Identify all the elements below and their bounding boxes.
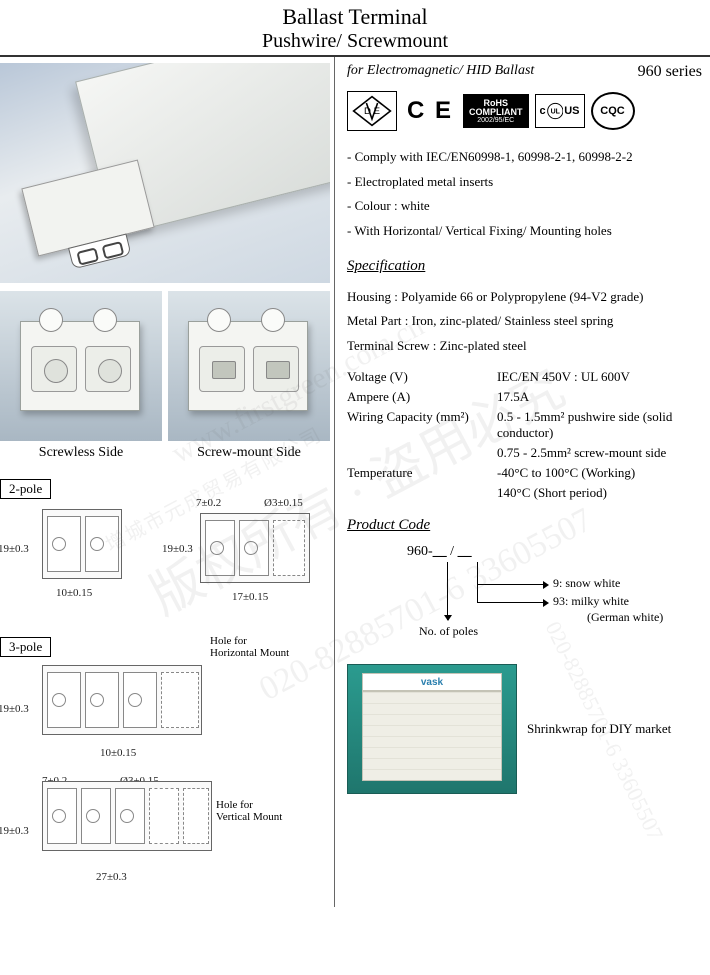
- code-color2: 93: milky white: [553, 594, 629, 609]
- voltage-label: Voltage (V): [347, 369, 497, 385]
- wiring-value: 0.5 - 1.5mm² pushwire side (solid conduc…: [497, 409, 702, 441]
- cert-cqc: CQC: [591, 92, 635, 130]
- diy-caption: Shrinkwrap for DIY market: [527, 721, 671, 737]
- label-2pole: 2-pole: [0, 479, 51, 499]
- code-color1: 9: snow white: [553, 576, 620, 591]
- label-3pole: 3-pole: [0, 637, 51, 657]
- spec-housing: Housing : Polyamide 66 or Polypropylene …: [347, 285, 702, 310]
- cert-vde: D E: [347, 91, 397, 131]
- certification-row: D E C E RoHS COMPLIANT 2002/95/EC c: [347, 91, 702, 131]
- left-column: Screwless Side Screw-mount Side 2-pole 1…: [0, 57, 335, 907]
- spec-title: Specification: [347, 258, 702, 275]
- temp-value: -40°C to 100°C (Working): [497, 465, 702, 481]
- dim-w17: 17±0.15: [232, 591, 268, 603]
- spec-table: Voltage (V) IEC/EN 450V : UL 600V Ampere…: [347, 369, 702, 501]
- dim-d3: Ø3±0.15: [264, 497, 303, 509]
- dim-w7: 7±0.2: [196, 497, 221, 509]
- dim-w10: 10±0.15: [56, 587, 92, 599]
- subtitle: for Electromagnetic/ HID Ballast: [347, 63, 534, 81]
- cert-ce: C E: [403, 94, 457, 128]
- product-code-diagram: 960-__ / __ No. of poles 9: snow white 9…: [347, 544, 702, 664]
- series-label: 960 series: [638, 63, 702, 81]
- feature-2: Electroplated metal inserts: [347, 170, 702, 195]
- spec-screw: Terminal Screw : Zinc-plated steel: [347, 334, 702, 359]
- feature-1: Comply with IEC/EN60998-1, 60998-2-1, 60…: [347, 145, 702, 170]
- wiring-label: Wiring Capacity (mm²): [347, 409, 497, 441]
- photo-main: [0, 63, 330, 283]
- code-sep: /: [447, 544, 458, 559]
- wiring-value-2: 0.75 - 2.5mm² screw-mount side: [497, 445, 702, 461]
- caption-screwmount: Screw-mount Side: [168, 445, 330, 461]
- spec-metal: Metal Part : Iron, zinc-plated/ Stainles…: [347, 309, 702, 334]
- right-column: for Electromagnetic/ HID Ballast 960 ser…: [335, 57, 710, 907]
- cert-rohs: RoHS COMPLIANT 2002/95/EC: [463, 94, 529, 128]
- dim-h19: 19±0.3: [0, 543, 29, 555]
- cert-ul: c UL US: [535, 94, 585, 128]
- diy-brand: vask: [362, 673, 502, 691]
- ampere-value: 17.5A: [497, 389, 702, 405]
- dim-w27: 27±0.3: [96, 871, 127, 883]
- dim-w10-2: 10±0.15: [100, 747, 136, 759]
- code-color2b: (German white): [587, 610, 663, 625]
- temp-value-2: 140°C (Short period): [497, 485, 702, 501]
- dim-h19-3: 19±0.3: [0, 703, 29, 715]
- dim-h19-2: 19±0.3: [162, 543, 193, 555]
- ampere-label: Ampere (A): [347, 389, 497, 405]
- photo-screwmount: [168, 291, 330, 441]
- note-vmount: Hole for Vertical Mount: [216, 799, 286, 823]
- code-prefix: 960-: [407, 544, 433, 559]
- temp-label: Temperature: [347, 465, 497, 481]
- spec-materials: Housing : Polyamide 66 or Polypropylene …: [347, 285, 702, 359]
- note-hmount: Hole for Horizontal Mount: [210, 635, 290, 659]
- feature-4: With Horizontal/ Vertical Fixing/ Mounti…: [347, 219, 702, 244]
- feature-3: Colour : white: [347, 194, 702, 219]
- code-poles-label: No. of poles: [419, 624, 478, 639]
- photo-screwless: [0, 291, 162, 441]
- title-line-1: Ballast Terminal: [0, 4, 710, 30]
- product-code-title: Product Code: [347, 517, 702, 534]
- page-header: Ballast Terminal Pushwire/ Screwmount: [0, 0, 710, 57]
- title-line-2: Pushwire/ Screwmount: [0, 30, 710, 53]
- code-blank1: __: [433, 544, 447, 559]
- voltage-value: IEC/EN 450V : UL 600V: [497, 369, 702, 385]
- svg-text:D E: D E: [364, 106, 380, 117]
- feature-list: Comply with IEC/EN60998-1, 60998-2-1, 60…: [347, 145, 702, 244]
- caption-screwless: Screwless Side: [0, 445, 162, 461]
- dim-h19-4: 19±0.3: [0, 825, 29, 837]
- diy-photo: vask: [347, 664, 517, 794]
- svg-text:UL: UL: [550, 109, 560, 116]
- code-blank2: __: [458, 544, 472, 559]
